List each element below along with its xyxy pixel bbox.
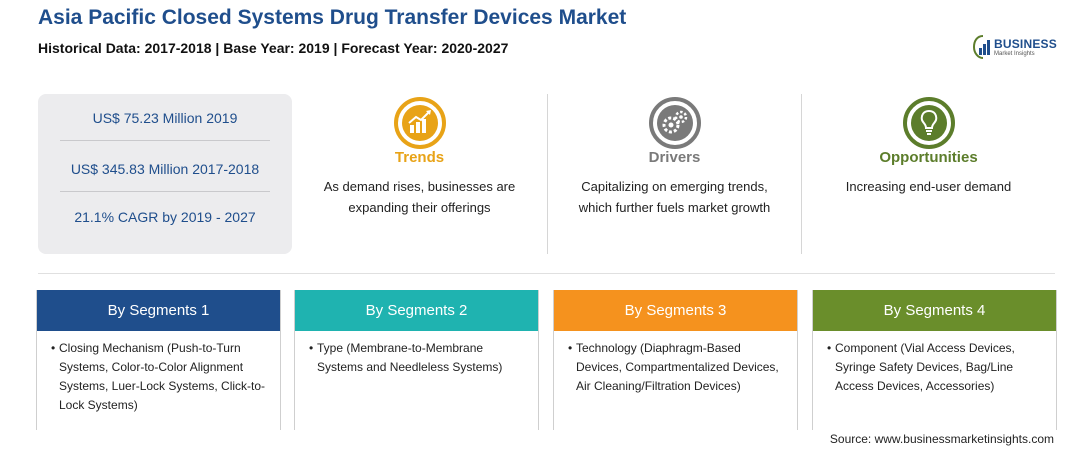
bullet-icon: • (51, 341, 56, 355)
segment-title: By Segments 4 (813, 290, 1056, 331)
segment-card-2: By Segments 2 • Type (Membrane-to-Membra… (294, 290, 539, 430)
trends-text: As demand rises, businesses are expandin… (323, 179, 516, 215)
segment-body: • Closing Mechanism (Push-to-Turn System… (37, 331, 280, 415)
bullet-icon: • (827, 341, 832, 355)
column-divider (801, 94, 802, 254)
section-divider (38, 273, 1055, 274)
segment-card-3: By Segments 3 • Technology (Diaphragm-Ba… (553, 290, 798, 430)
logo-sub: Market Insights (994, 51, 1035, 57)
drivers-column: Drivers Capitalizing on emerging trends,… (547, 96, 802, 256)
page-title: Asia Pacific Closed Systems Drug Transfe… (38, 6, 627, 29)
bullet-icon: • (568, 341, 573, 355)
trends-label: Trends (394, 149, 445, 166)
stat-divider (60, 140, 270, 141)
segment-title: By Segments 2 (295, 290, 538, 331)
segment-text: Closing Mechanism (Push-to-Turn Systems,… (59, 341, 266, 412)
segment-title: By Segments 1 (37, 290, 280, 331)
opportunities-label: Opportunities (879, 149, 978, 166)
segment-text: Technology (Diaphragm-Based Devices, Com… (576, 341, 779, 393)
stats-panel: US$ 75.23 Million 2019 US$ 345.83 Millio… (38, 94, 292, 254)
stat-market-2019: US$ 75.23 Million 2019 (92, 110, 238, 126)
segment-text: Type (Membrane-to-Membrane Systems and N… (317, 341, 503, 374)
source-link[interactable]: Source: www.businessmarketinsights.com (829, 432, 1054, 446)
segment-text: Component (Vial Access Devices, Syringe … (835, 341, 1015, 393)
segment-body: • Type (Membrane-to-Membrane Systems and… (295, 331, 538, 377)
trending-chart-icon (393, 97, 446, 149)
bar-chart-logo-icon (972, 35, 990, 59)
stat-divider (60, 191, 270, 192)
segment-body: • Technology (Diaphragm-Based Devices, C… (554, 331, 797, 396)
brand-logo: BUSINESS Market Insights (972, 34, 1062, 64)
bullet-icon: • (309, 341, 314, 355)
gears-icon (648, 97, 701, 149)
segment-card-1: By Segments 1 • Closing Mechanism (Push-… (36, 290, 281, 430)
stat-cagr: 21.1% CAGR by 2019 - 2027 (74, 209, 256, 225)
opportunities-column: Opportunities Increasing end-user demand (801, 96, 1056, 256)
stat-market-historical: US$ 345.83 Million 2017-2018 (70, 161, 260, 177)
drivers-text: Capitalizing on emerging trends, which f… (578, 179, 771, 215)
lightbulb-icon (902, 97, 955, 149)
trends-column: Trends As demand rises, businesses are e… (292, 96, 547, 256)
page-subtitle: Historical Data: 2017-2018 | Base Year: … (38, 40, 509, 56)
segment-title: By Segments 3 (554, 290, 797, 331)
drivers-label: Drivers (648, 149, 701, 166)
segment-body: • Component (Vial Access Devices, Syring… (813, 331, 1056, 396)
column-divider (547, 94, 548, 254)
segment-card-4: By Segments 4 • Component (Vial Access D… (812, 290, 1057, 430)
logo-brand: BUSINESS (994, 37, 1057, 51)
opportunities-text: Increasing end-user demand (845, 179, 1012, 194)
